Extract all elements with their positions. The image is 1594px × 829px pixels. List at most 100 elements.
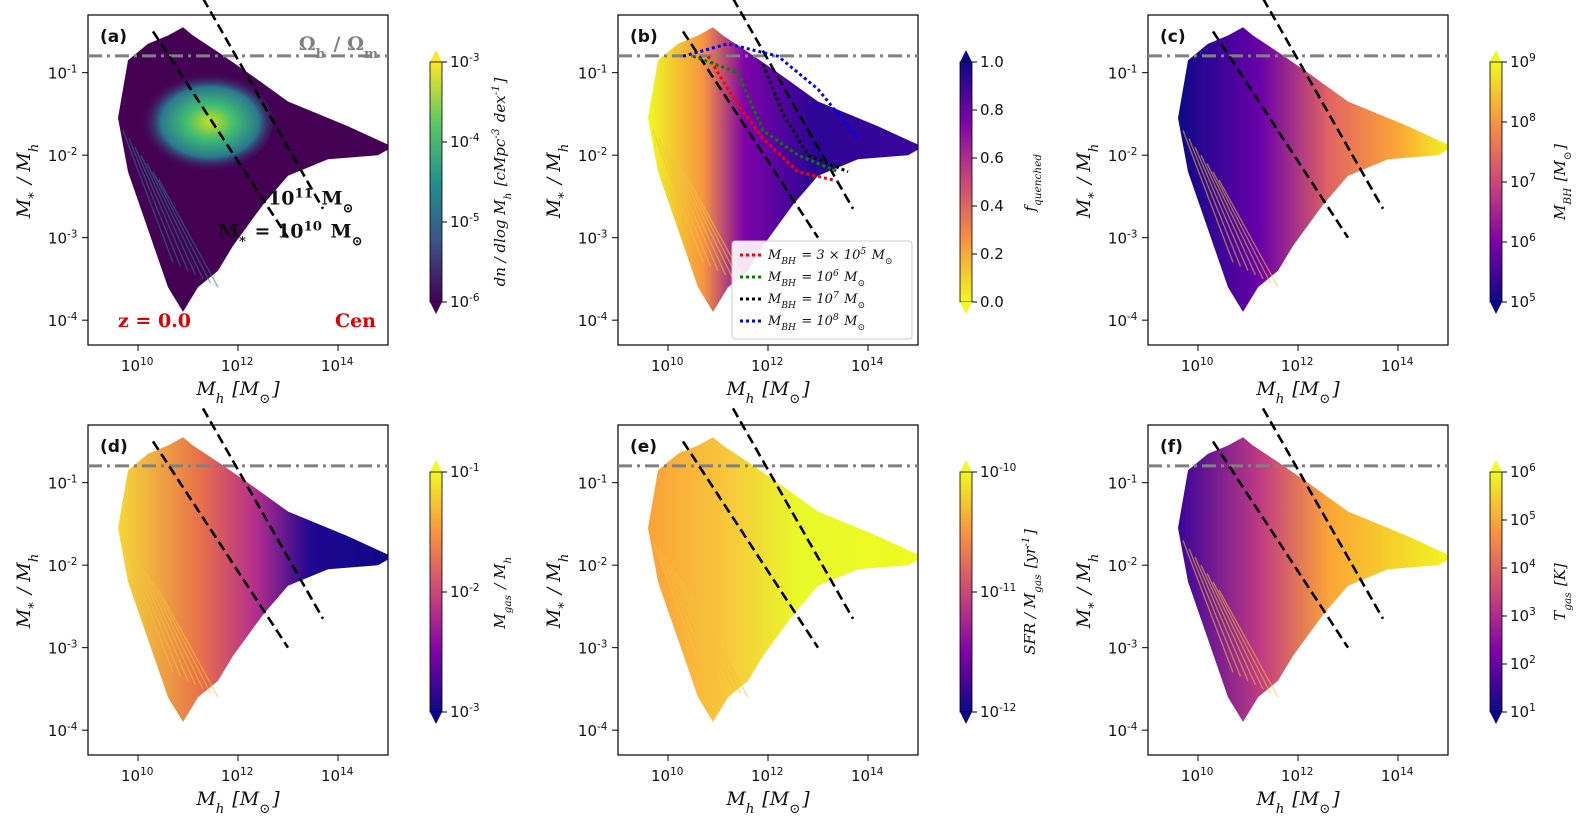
y-axis-label: M* / Mh xyxy=(1073,552,1102,629)
y-tick-label: 10-4 xyxy=(1108,721,1139,740)
colorbar-extend-top xyxy=(960,460,972,472)
stripe-mark xyxy=(664,556,719,681)
colorbar-extend-top xyxy=(430,50,442,62)
stripe-mark xyxy=(1194,556,1249,681)
y-tick-label: 10-3 xyxy=(48,229,79,248)
panel-label: (d) xyxy=(100,437,128,457)
colorbar-extend-bottom xyxy=(430,302,442,314)
stripe-mark xyxy=(664,146,719,271)
panel-d: 1010 1012 1014 10-1 10-2 10-3 10-4 Mh [M… xyxy=(13,407,514,817)
colorbar-tick-label: 0.6 xyxy=(980,149,1004,167)
y-tick-label: 10-1 xyxy=(1108,64,1139,83)
stripe-mark xyxy=(128,548,182,677)
colorbar-extend-top xyxy=(1490,50,1502,62)
x-tick-label: 1012 xyxy=(751,356,785,375)
x-axis-label: Mh [M⊙ ] xyxy=(725,378,810,407)
colorbar-label: dn / dlog Mh [cMpc-3 dex-1 ] xyxy=(490,78,514,287)
colorbar-tick-label: 106 xyxy=(1510,462,1537,481)
y-tick-label: 10-4 xyxy=(48,311,79,330)
panel-label: (c) xyxy=(1160,27,1186,47)
y-tick-label: 10-2 xyxy=(1108,146,1139,165)
contour-curve xyxy=(682,42,860,140)
y-tick-label: 10-2 xyxy=(578,556,609,575)
stripe-mark xyxy=(1188,138,1242,267)
y-tick-label: 10-2 xyxy=(578,146,609,165)
panel-label: (f) xyxy=(1160,437,1183,457)
y-tick-label: 10-2 xyxy=(1108,556,1139,575)
x-tick-label: 1012 xyxy=(221,356,255,375)
x-tick-label: 1010 xyxy=(651,766,685,785)
panel-e: 1010 1012 1014 10-1 10-2 10-3 10-4 Mh [M… xyxy=(543,407,1044,817)
x-tick-label: 1012 xyxy=(1281,356,1315,375)
colorbar-label: Tgas [K] xyxy=(1551,563,1574,621)
baryon-fraction-label: Ωb / Ωm xyxy=(299,33,380,62)
dashed-line-1e11 xyxy=(201,407,325,620)
colorbar-tick-label: 101 xyxy=(1510,702,1537,721)
stripe-mark xyxy=(1200,564,1257,686)
y-tick-label: 10-1 xyxy=(578,64,609,83)
stripe-mark xyxy=(652,130,704,263)
colorbar-tick-label: 104 xyxy=(1510,558,1537,577)
data-cloud xyxy=(118,27,388,312)
stripe-mark xyxy=(1212,581,1272,694)
y-tick-label: 10-3 xyxy=(1108,229,1139,248)
colorbar-tick-label: 0.4 xyxy=(980,197,1004,215)
x-axis-label: Mh [M⊙ ] xyxy=(1255,788,1340,817)
colorbar xyxy=(429,471,443,713)
simulation-label: Cen xyxy=(335,310,376,332)
dashed-line-1e11 xyxy=(1262,0,1385,210)
density-peak xyxy=(133,72,273,173)
stripe-mark xyxy=(676,573,734,690)
colorbar-extend-bottom xyxy=(960,712,972,724)
colorbar-tick-label: 10-3 xyxy=(450,702,481,721)
stripe-mark xyxy=(1218,589,1279,698)
y-tick-label: 10-1 xyxy=(48,64,79,83)
stripe-mark xyxy=(146,163,204,280)
y-axis-label: M* / Mh xyxy=(13,552,42,629)
dashed-line-1e11 xyxy=(202,0,325,210)
stripe-mark xyxy=(658,138,712,267)
colorbar-tick-label: 10-2 xyxy=(450,582,481,601)
stripe-mark xyxy=(158,179,219,288)
colorbar-extend-top xyxy=(960,50,972,62)
colorbar-tick-label: 109 xyxy=(1510,52,1537,71)
data-cloud xyxy=(118,437,388,722)
stripe-mark xyxy=(122,540,174,673)
stripe-mark xyxy=(1218,179,1279,288)
stripe-mark xyxy=(658,548,712,677)
x-tick-label: 1010 xyxy=(651,356,685,375)
y-tick-label: 10-3 xyxy=(1108,639,1139,658)
x-tick-label: 1010 xyxy=(1181,766,1215,785)
stripe-mark xyxy=(1182,540,1234,673)
stripe-mark xyxy=(140,154,197,276)
stripe-mark xyxy=(1206,573,1264,690)
dashed-line-1e11 xyxy=(732,0,855,210)
x-tick-label: 1014 xyxy=(1381,356,1415,375)
colorbar-label: MBH [M⊙ ] xyxy=(1551,144,1574,221)
stripe-mark xyxy=(670,564,727,686)
stripe-mark xyxy=(1200,154,1257,276)
colorbar xyxy=(429,61,443,303)
colorbar-tick-label: 10-11 xyxy=(980,582,1018,601)
stripe-mark xyxy=(1212,171,1272,284)
colorbar-label: Mgas / Mh xyxy=(491,555,514,629)
colorbar-tick-label: 106 xyxy=(1510,232,1537,251)
colorbar-tick-label: 10-12 xyxy=(980,702,1018,721)
stripe-mark xyxy=(1194,146,1249,271)
panel-label: (a) xyxy=(100,27,127,47)
data-cloud xyxy=(1178,27,1448,312)
stripe-mark xyxy=(134,146,189,271)
colorbar xyxy=(1489,61,1503,303)
x-tick-label: 1010 xyxy=(121,766,155,785)
colorbar xyxy=(959,61,973,303)
x-tick-label: 1014 xyxy=(1381,766,1415,785)
colorbar xyxy=(1489,471,1503,713)
x-tick-label: 1010 xyxy=(1181,356,1215,375)
panel-c: 1010 1012 1014 10-1 10-2 10-3 10-4 Mh [M… xyxy=(1073,0,1574,407)
dashed-line-1e10 xyxy=(681,30,820,239)
colorbar-tick-label: 108 xyxy=(1510,112,1537,131)
dashed-line-1e10 xyxy=(1211,30,1350,239)
stripe-mark xyxy=(652,540,704,673)
data-cloud xyxy=(648,27,918,312)
